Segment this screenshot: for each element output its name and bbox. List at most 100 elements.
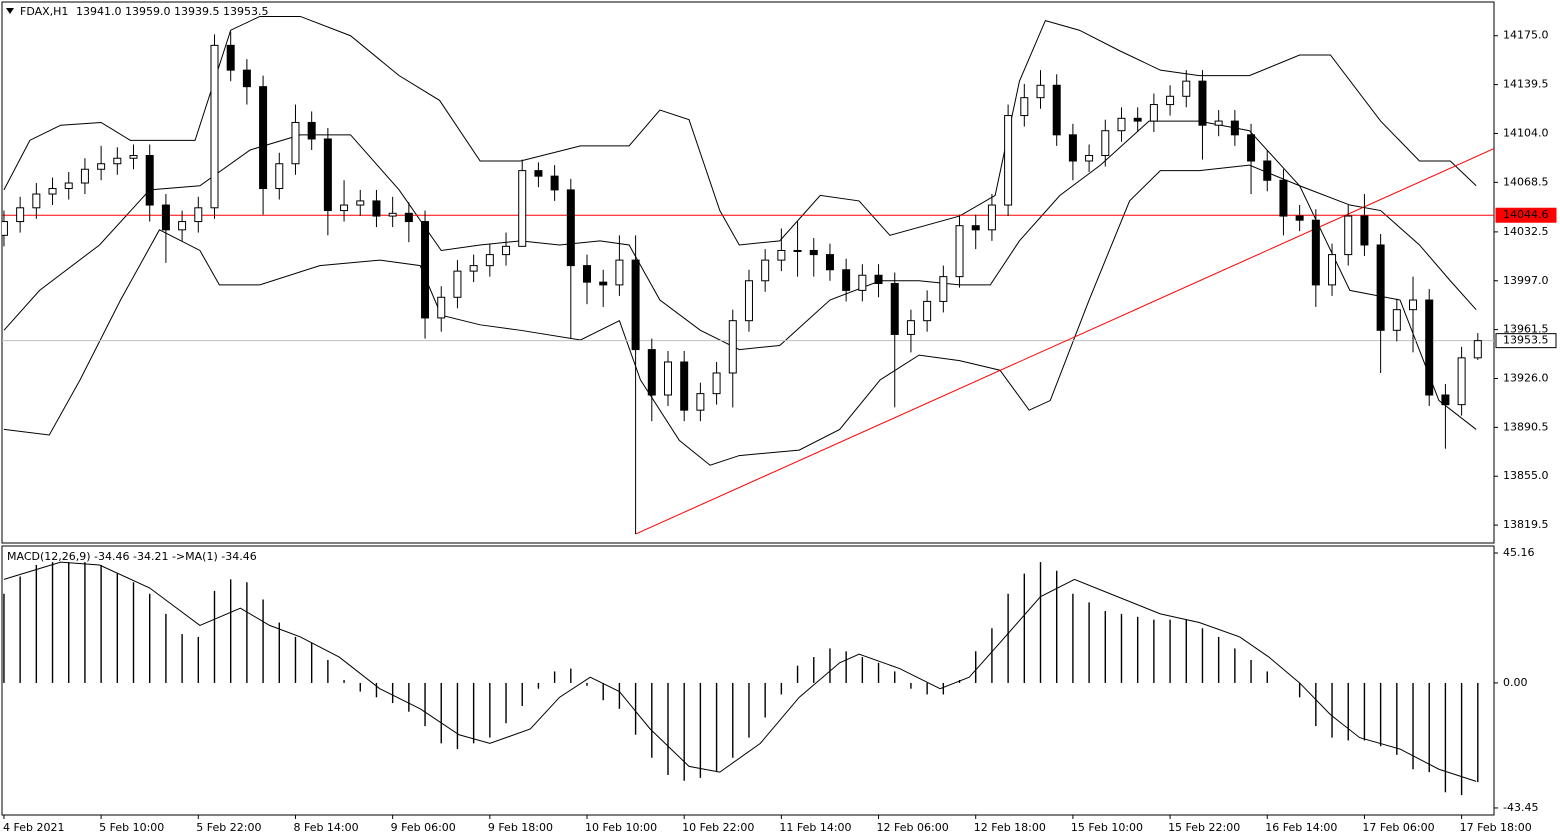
candle-down [1068, 134, 1077, 162]
candle-down [259, 86, 268, 190]
candle-up [1117, 117, 1126, 132]
candle-up [1182, 80, 1191, 97]
candle-down [809, 249, 818, 256]
candle-up [987, 204, 996, 231]
y-tick-label: 14139.5 [1503, 78, 1549, 91]
candle-up [356, 200, 365, 206]
candle-down [1133, 117, 1142, 122]
candle-down [842, 269, 851, 291]
macd-signal [3, 561, 1477, 782]
candle-up [1344, 215, 1353, 256]
y-tick-label: 13855.0 [1503, 469, 1549, 482]
menu-triangle[interactable] [6, 8, 14, 14]
candle-down [1052, 84, 1061, 136]
candle-up [793, 249, 802, 252]
y-tick-label: 14104.0 [1503, 126, 1549, 139]
candle-up [48, 188, 57, 195]
y-tick-label: 14175.0 [1503, 29, 1549, 42]
candle-down [631, 259, 640, 351]
candle-up [761, 259, 770, 282]
y-tick-label: -43.45 [1503, 801, 1538, 814]
y-tick-label: 13997.0 [1503, 274, 1549, 287]
candle-down [680, 361, 689, 411]
candle-up [1020, 97, 1029, 117]
candle-up [16, 207, 25, 223]
candle-down [161, 204, 170, 231]
candle-up [1473, 340, 1482, 359]
candle-down [550, 175, 559, 191]
y-tick-label: 0.00 [1503, 676, 1528, 689]
candle-up [97, 163, 106, 170]
symbol-title: FDAX,H1 [20, 5, 68, 18]
y-tick-label: 13890.5 [1503, 420, 1549, 433]
candle-up [1036, 84, 1045, 99]
bollinger-band [3, 15, 1477, 246]
x-tick-label: 8 Feb 14:00 [293, 821, 358, 834]
trend-line [635, 148, 1494, 535]
x-tick-label: 15 Feb 22:00 [1168, 821, 1240, 834]
candle-down [1311, 219, 1320, 286]
candle-down [1360, 215, 1369, 246]
price-label-box [1495, 207, 1557, 223]
x-tick-label: 10 Feb 10:00 [585, 821, 657, 834]
candle-up [485, 254, 494, 267]
candle-up [80, 168, 89, 184]
y-tick-label: 13819.5 [1503, 518, 1549, 531]
candle-down [242, 69, 251, 88]
candle-down [307, 121, 316, 140]
candle-down [404, 212, 413, 223]
candle-down [1376, 244, 1385, 331]
y-tick-label: 13961.5 [1503, 323, 1549, 336]
price-panel [1, 1, 1495, 544]
candle-up [437, 296, 446, 319]
price-label-box [1495, 333, 1557, 349]
x-tick-label: 15 Feb 10:00 [1071, 821, 1143, 834]
candle-up [906, 320, 915, 335]
candle-down [1230, 120, 1239, 136]
candle-up [777, 249, 786, 261]
x-tick-label: 9 Feb 06:00 [391, 821, 456, 834]
candle-up [113, 157, 122, 165]
candle-up [129, 154, 138, 159]
candle-up [955, 225, 964, 278]
candle-up [194, 207, 203, 223]
bollinger-band [3, 164, 1477, 466]
candle-up [2, 221, 8, 236]
candle-down [599, 281, 608, 286]
y-tick-label: 14032.5 [1503, 225, 1549, 238]
candle-down [583, 265, 592, 283]
candle-up [502, 245, 511, 256]
ohlc-header: 13941.0 13959.0 13939.5 13953.5 [76, 5, 268, 18]
candle-down [421, 221, 430, 319]
x-tick-label: 5 Feb 10:00 [99, 821, 164, 834]
candle-down [1263, 160, 1272, 181]
candle-up [518, 170, 527, 247]
candle-down [1279, 179, 1288, 217]
candle-up [469, 265, 478, 272]
candle-up [1149, 104, 1158, 122]
candle-up [923, 300, 932, 322]
macd-title: MACD(12,26,9) -34.46 -34.21 ->MA(1) -34.… [7, 550, 257, 563]
x-tick-label: 10 Feb 22:00 [682, 821, 754, 834]
candle-up [728, 320, 737, 374]
x-tick-label: 16 Feb 14:00 [1265, 821, 1337, 834]
candle-down [145, 154, 154, 206]
candle-up [340, 204, 349, 212]
x-tick-label: 9 Feb 18:00 [488, 821, 553, 834]
candle-down [874, 274, 883, 285]
candle-down [971, 225, 980, 231]
candle-down [226, 44, 235, 71]
candle-up [615, 259, 624, 286]
candle-down [566, 189, 575, 267]
y-tick-label: 14068.5 [1503, 175, 1549, 188]
candle-down [647, 349, 656, 396]
price-label: 14044.6 [1503, 208, 1549, 221]
candle-down [1441, 394, 1450, 406]
candle-down [1295, 215, 1304, 221]
x-tick-label: 5 Feb 22:00 [196, 821, 261, 834]
x-tick-label: 17 Feb 18:00 [1460, 821, 1532, 834]
candle-up [1101, 130, 1110, 156]
candle-down [323, 138, 332, 212]
candle-up [1392, 309, 1401, 331]
candle-up [210, 44, 219, 209]
